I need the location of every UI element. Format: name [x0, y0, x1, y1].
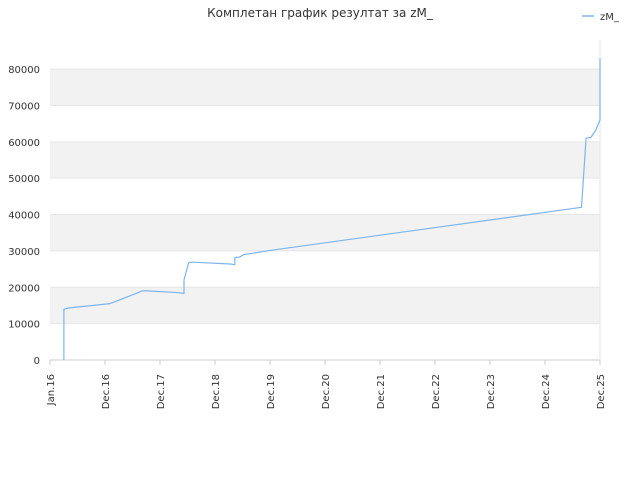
y-tick-label: 80000 — [8, 65, 40, 76]
x-tick-label: Dec.16 — [101, 374, 112, 409]
x-tick-label: Dec.23 — [486, 374, 497, 409]
plot-band — [50, 141, 600, 179]
plot-band — [50, 250, 600, 288]
legend[interactable]: zM_ — [582, 12, 620, 23]
x-tick-label: Dec.24 — [541, 374, 552, 409]
y-tick-label: 0 — [34, 356, 40, 367]
chart-title: Комплетан график резултат за zM_ — [207, 6, 434, 20]
y-tick-label: 30000 — [8, 247, 40, 258]
y-tick-label: 10000 — [8, 320, 40, 331]
plot-band — [50, 40, 600, 70]
series-line — [63, 58, 601, 360]
legend-label: zM_ — [600, 12, 620, 23]
y-tick-label: 60000 — [8, 138, 40, 149]
y-tick-label: 70000 — [8, 101, 40, 112]
y-tick-labels: 0 10000 20000 30000 40000 50000 60000 70000 8000… — [8, 65, 40, 367]
y-tick-label: 50000 — [8, 174, 40, 185]
plot-band — [50, 287, 600, 324]
x-tick-label: Dec.25 — [596, 374, 607, 409]
plot-bands — [50, 40, 600, 360]
plot-band — [50, 323, 600, 360]
x-tick-labels: Jan.16 Dec.16 Dec.17 Dec.18 Dec.19 Dec.20 Dec.… — [46, 360, 607, 409]
x-tick-label: Jan.16 — [46, 374, 57, 406]
plot-band — [50, 69, 600, 106]
plot-band — [50, 214, 600, 251]
y-tick-label: 20000 — [8, 283, 40, 294]
x-tick-label: Dec.19 — [266, 374, 277, 409]
plot-band — [50, 178, 600, 215]
x-tick-label: Dec.20 — [321, 374, 332, 409]
plot-band — [50, 105, 600, 142]
x-tick-label: Dec.17 — [156, 374, 167, 409]
x-tick-label: Dec.21 — [376, 374, 387, 409]
x-tick-label: Dec.22 — [431, 374, 442, 409]
y-tick-label: 40000 — [8, 211, 40, 222]
series-lines — [63, 58, 601, 360]
x-tick-label: Dec.18 — [211, 374, 222, 409]
